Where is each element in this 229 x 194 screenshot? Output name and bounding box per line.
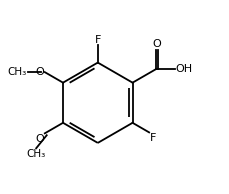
Text: O: O — [35, 67, 44, 77]
Text: O: O — [35, 134, 44, 144]
Text: F: F — [150, 133, 156, 143]
Text: CH₃: CH₃ — [27, 149, 46, 159]
Text: O: O — [152, 39, 160, 49]
Text: F: F — [94, 35, 101, 45]
Text: CH₃: CH₃ — [8, 67, 27, 77]
Text: OH: OH — [175, 64, 192, 74]
